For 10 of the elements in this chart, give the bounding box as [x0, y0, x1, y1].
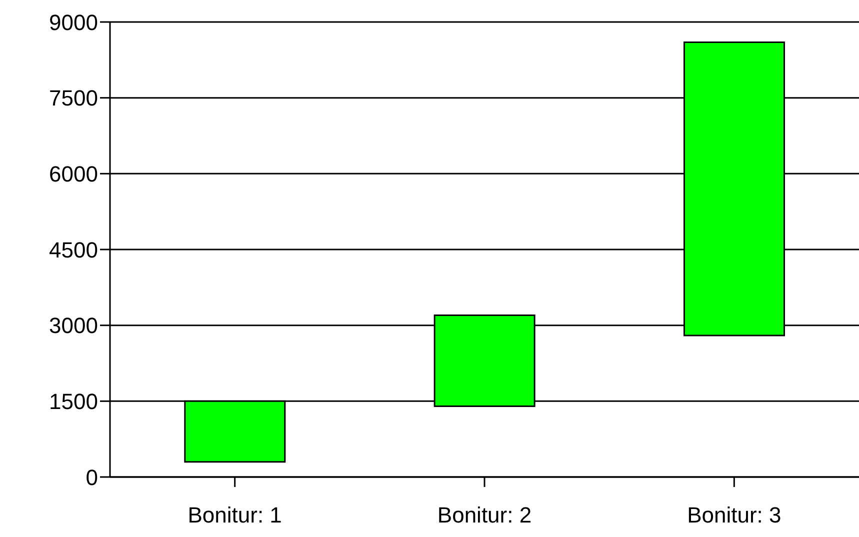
y-tick-label: 1500: [49, 388, 98, 414]
y-tick-label: 7500: [49, 86, 98, 111]
y-tick-label: 3000: [49, 313, 98, 338]
x-tick-label: Bonitur: 3: [687, 502, 782, 528]
y-tick-label: 6000: [49, 161, 98, 186]
y-tick-label: 0: [86, 464, 98, 490]
y-tick-label: 9000: [49, 10, 98, 35]
y-tick-label: 4500: [49, 237, 98, 262]
x-tick-label: Bonitur: 1: [188, 502, 282, 528]
x-tick-label: Bonitur: 2: [437, 502, 532, 528]
